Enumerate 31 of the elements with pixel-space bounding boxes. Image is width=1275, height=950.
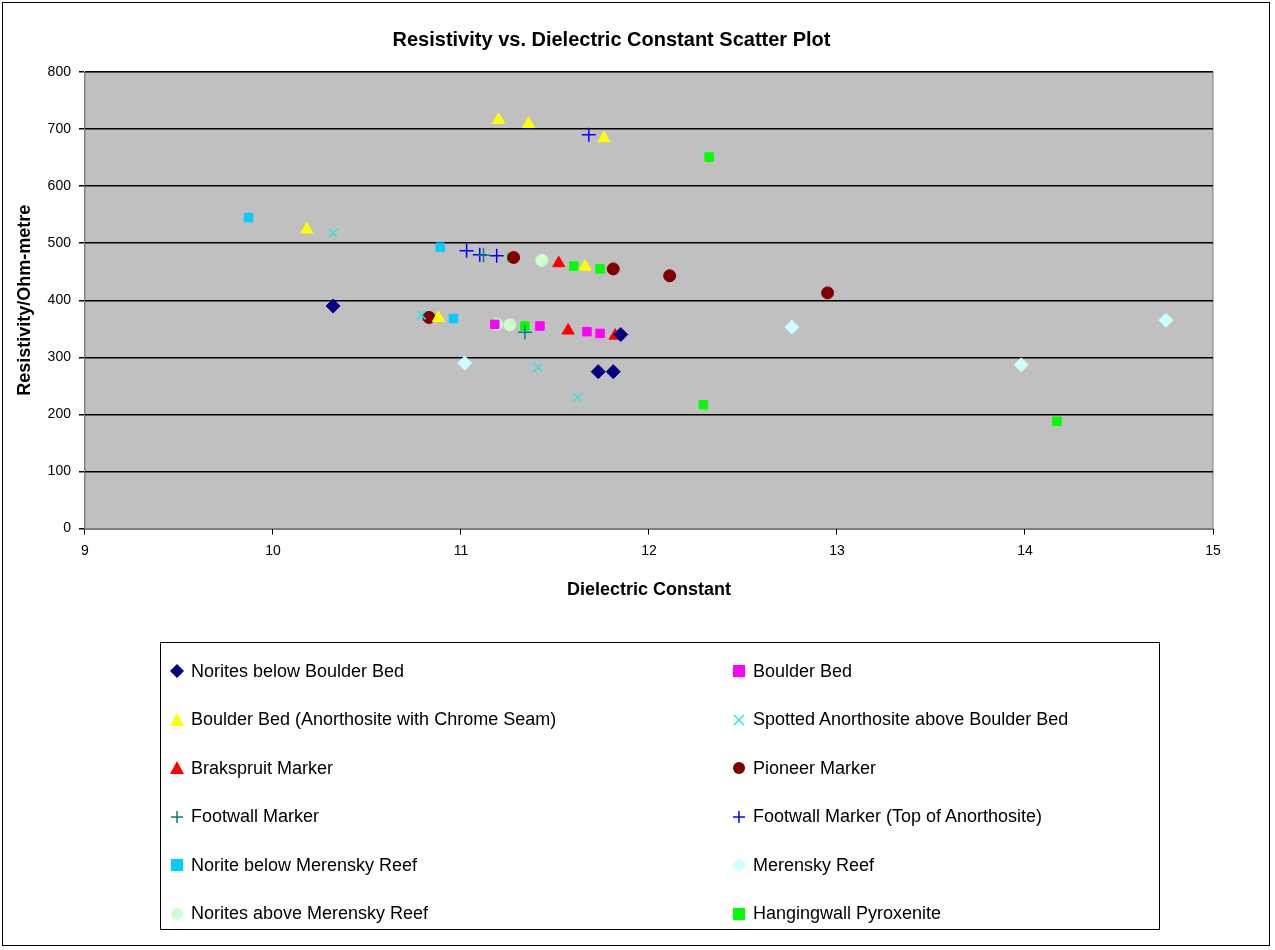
x-tick-label: 11 (453, 541, 469, 558)
y-tick-label: 700 (47, 119, 72, 136)
legend-label: Spotted Anorthosite above Boulder Bed (753, 709, 1069, 731)
x-tick-label: 10 (265, 541, 281, 558)
legend-label: Pioneer Marker (753, 757, 877, 779)
legend-label: Norites above Merensky Reef (191, 903, 429, 925)
x-axis-title: Dielectric Constant (566, 579, 731, 600)
legend-label: Footwall Marker (191, 806, 320, 828)
legend-label: Merensky Reef (753, 854, 875, 876)
x-tick-label: 12 (641, 541, 657, 558)
y-tick-label: 400 (47, 291, 72, 308)
x-tick-label: 14 (1017, 541, 1033, 558)
legend-label: Norite below Merensky Reef (191, 854, 418, 876)
y-tick-label: 600 (47, 177, 72, 194)
legend-label: Boulder Bed (753, 660, 853, 682)
y-tick-label: 800 (47, 62, 72, 79)
y-tick-label: 100 (47, 462, 72, 479)
y-tick-label: 200 (47, 405, 72, 422)
y-tick-label: 0 (63, 519, 72, 536)
y-axis-title: Resistivity/Ohm-metre (13, 204, 34, 396)
y-tick-label: 500 (47, 234, 72, 251)
chart-title: Resistivity vs. Dielectric Constant Scatter Plot (392, 27, 831, 50)
legend-label: Norites below Boulder Bed (191, 660, 405, 682)
legend-label: Boulder Bed (Anorthosite with Chrome Seam) (191, 709, 557, 731)
legend-label: Hangingwall Pyroxenite (753, 903, 942, 925)
x-tick-label: 15 (1205, 541, 1221, 558)
legend-label: Brakspruit Marker (191, 757, 334, 779)
legend-label: Footwall Marker (Top of Anorthosite) (753, 806, 1043, 828)
x-tick-label: 13 (829, 541, 845, 558)
y-tick-label: 300 (47, 348, 72, 365)
x-tick-label: 9 (81, 541, 90, 558)
